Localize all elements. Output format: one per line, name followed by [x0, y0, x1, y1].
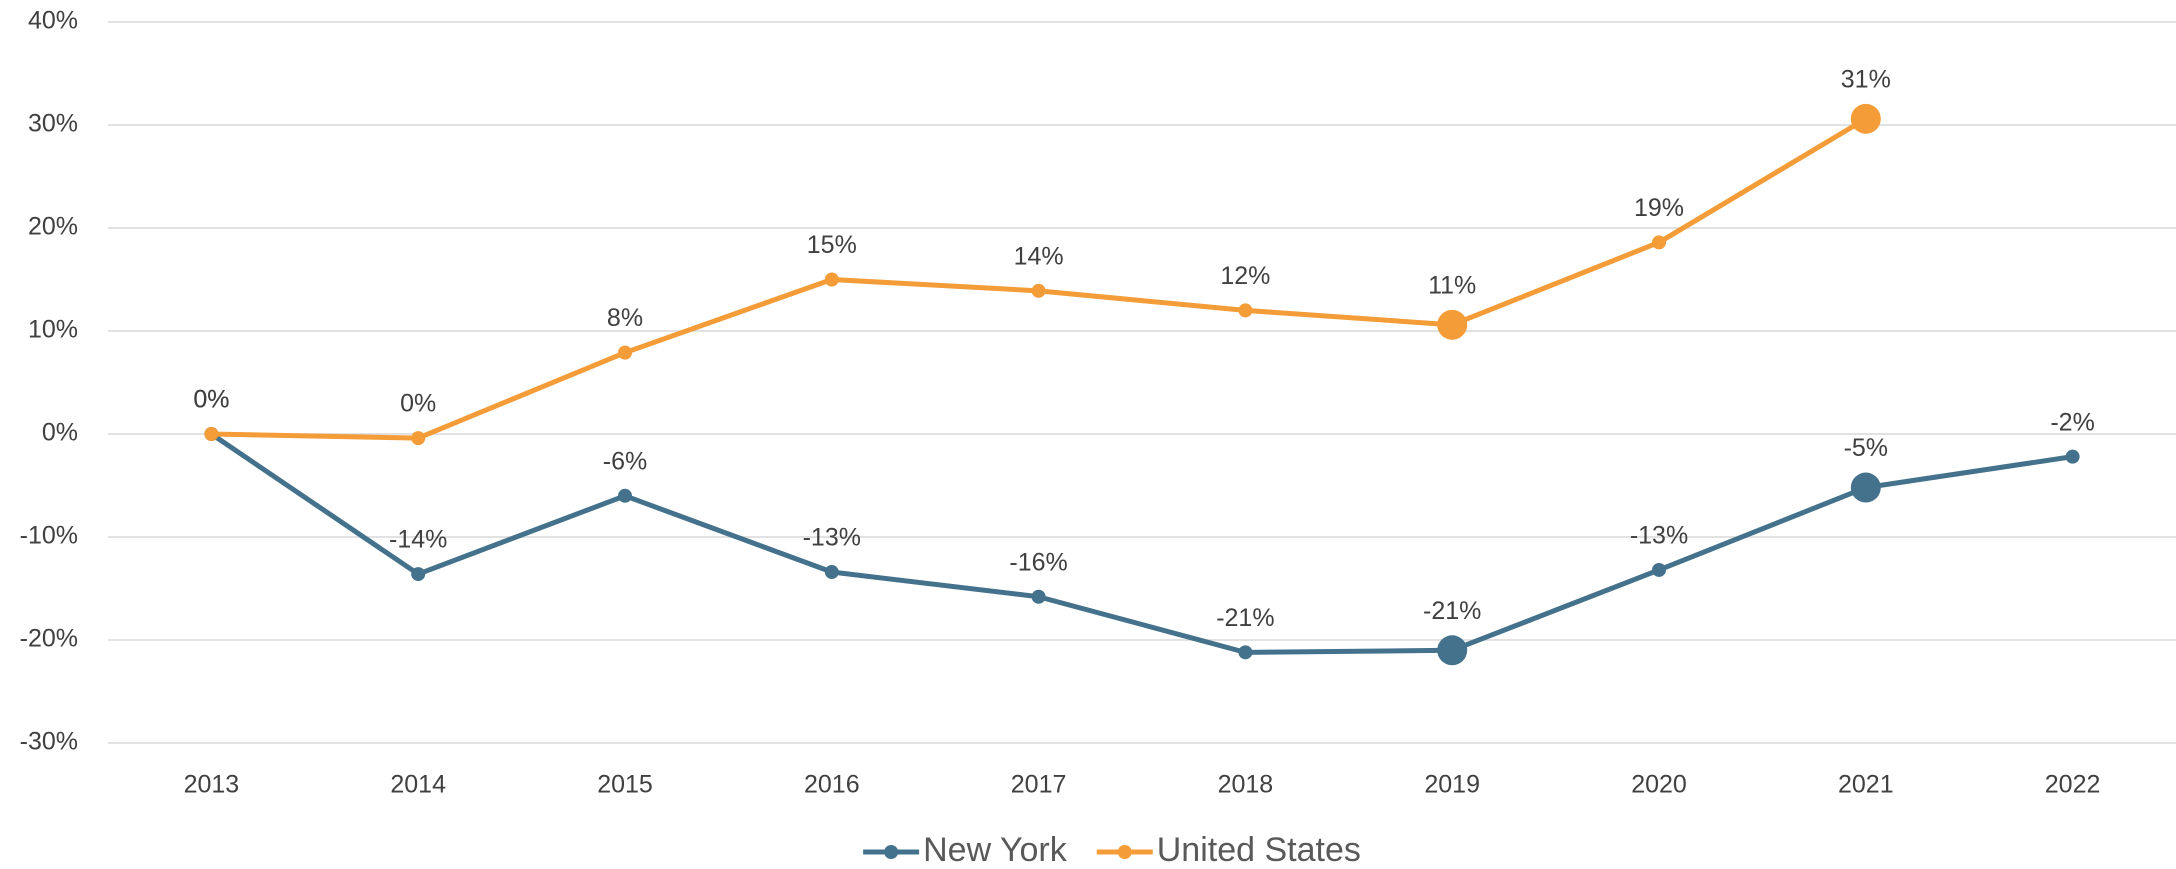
y-tick-label: 0%	[42, 419, 78, 447]
y-tick-label: 30%	[28, 110, 78, 138]
data-label: 0%	[193, 386, 229, 414]
series-marker	[1031, 283, 1046, 298]
y-tick-label: -30%	[20, 728, 78, 756]
data-label: -6%	[603, 447, 647, 475]
legend-marker	[1117, 845, 1132, 859]
data-label: 12%	[1220, 262, 1270, 290]
y-tick-label: 40%	[28, 7, 78, 35]
data-label: 19%	[1634, 194, 1684, 222]
series-line	[209, 431, 2073, 655]
x-tick-label: 2019	[1424, 771, 1480, 799]
data-label: 14%	[1014, 242, 1064, 270]
series-marker	[1238, 645, 1253, 660]
series-marker	[824, 565, 839, 580]
series-marker	[1437, 309, 1468, 340]
data-label: -13%	[1630, 522, 1688, 550]
x-tick-label: 2015	[597, 771, 653, 799]
data-label: -13%	[803, 524, 861, 552]
x-tick-label: 2016	[804, 771, 860, 799]
data-label: -16%	[1009, 548, 1067, 576]
y-tick-label: -20%	[20, 625, 78, 653]
series-marker	[204, 427, 219, 441]
series-marker	[1652, 562, 1666, 577]
series-marker	[824, 272, 839, 287]
data-label: 0%	[400, 390, 436, 418]
y-tick-label: 20%	[28, 213, 78, 241]
data-label: -21%	[1423, 597, 1481, 625]
x-tick-label: 2013	[184, 771, 240, 799]
x-tick-label: 2017	[1011, 771, 1067, 799]
series-line	[211, 116, 1868, 441]
series-marker	[1850, 103, 1881, 134]
series-marker	[2065, 449, 2080, 464]
y-tick-label: -10%	[20, 522, 78, 550]
data-label: 8%	[607, 304, 643, 332]
data-label: -2%	[2050, 408, 2094, 436]
data-label: 31%	[1841, 65, 1891, 93]
x-tick-label: 2014	[390, 771, 446, 799]
x-tick-label: 2018	[1218, 771, 1274, 799]
series-marker	[411, 431, 426, 446]
x-tick-label: 2021	[1838, 771, 1894, 799]
data-label: -14%	[389, 526, 447, 554]
series-marker	[411, 567, 426, 582]
series-marker	[1652, 235, 1666, 250]
data-label: -21%	[1216, 604, 1274, 632]
series-marker	[1031, 589, 1046, 604]
data-label: 11%	[1428, 271, 1476, 299]
x-tick-label: 2022	[2045, 771, 2101, 799]
data-label: 0%	[193, 386, 229, 414]
data-label: -5%	[1844, 434, 1888, 462]
legend-marker	[884, 845, 899, 859]
series-marker	[618, 488, 632, 503]
y-tick-label: 10%	[28, 316, 78, 344]
legend-text: New York	[923, 831, 1068, 869]
series-marker	[1238, 303, 1253, 318]
series-marker	[618, 345, 632, 360]
legend-text: United States	[1157, 831, 1361, 869]
data-label: 15%	[807, 231, 857, 259]
x-tick-label: 2020	[1631, 771, 1687, 799]
series-marker	[1850, 472, 1881, 503]
series-marker	[1437, 635, 1468, 666]
